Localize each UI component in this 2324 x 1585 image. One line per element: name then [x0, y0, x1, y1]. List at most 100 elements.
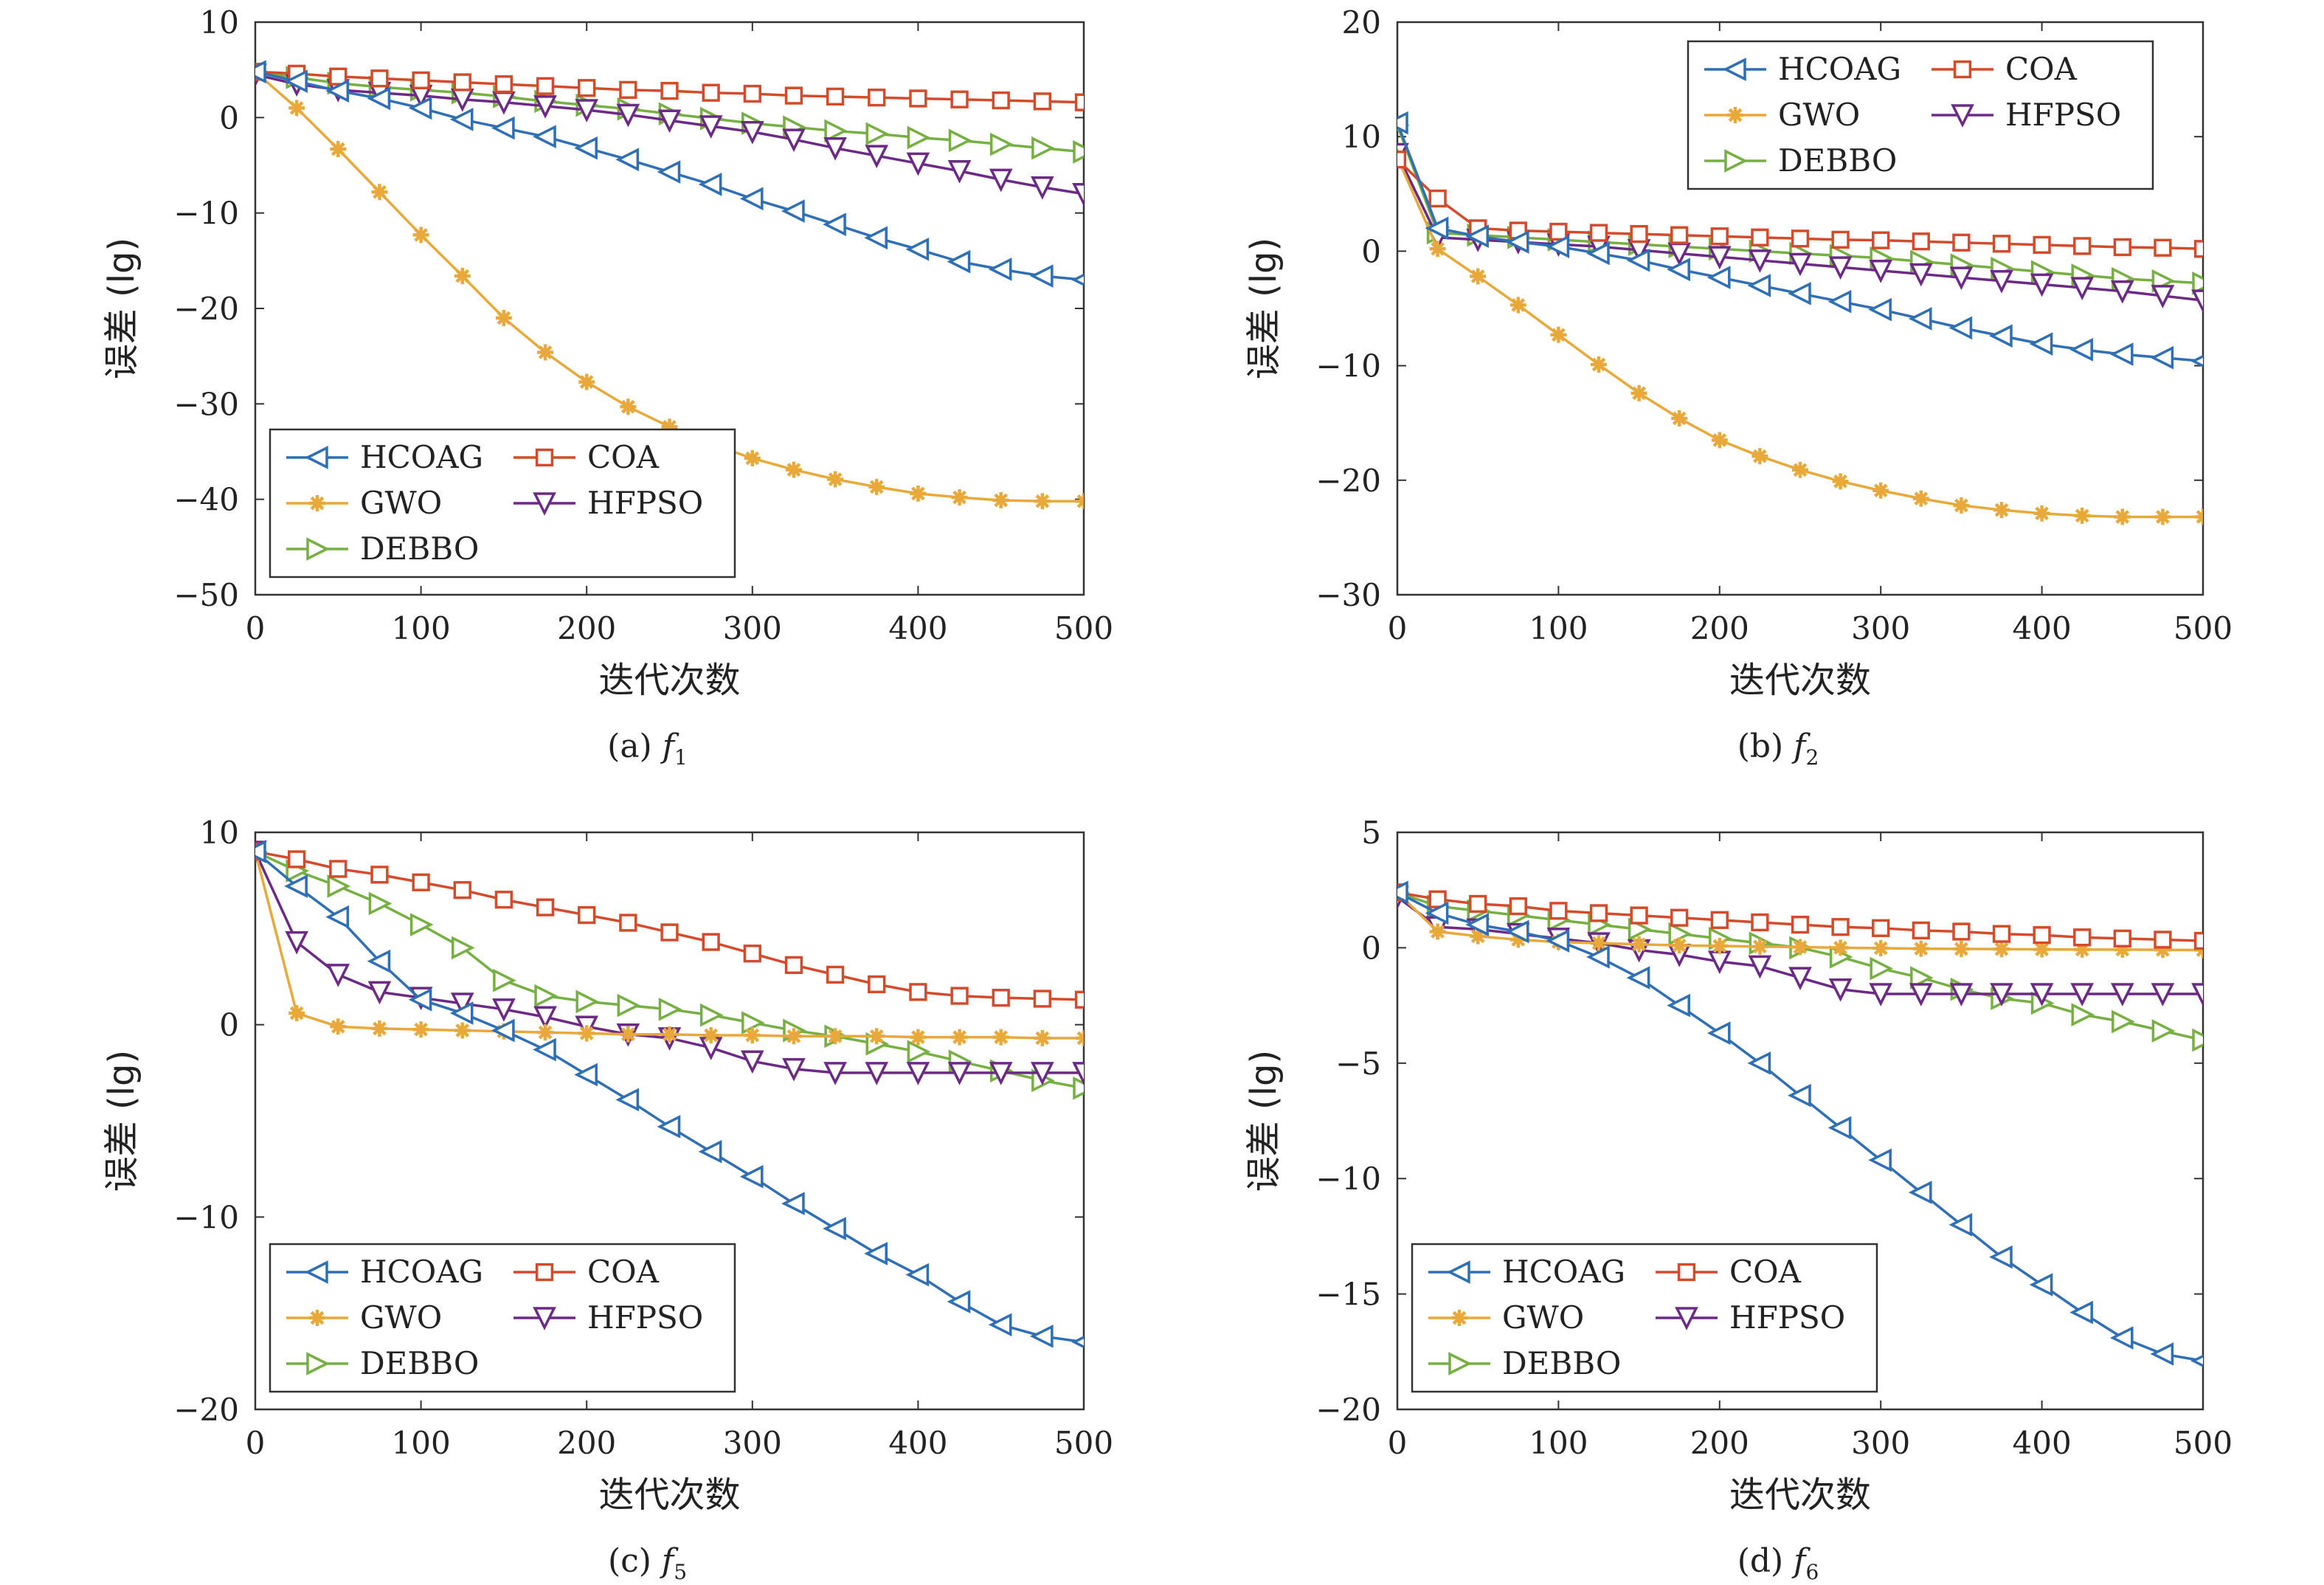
data-point [1591, 356, 1607, 373]
data-point [615, 148, 640, 172]
data-point [992, 989, 1010, 1007]
data-point [578, 1025, 595, 1042]
data-point [948, 128, 972, 153]
legend-item-debbo: DEBBO [1428, 1345, 1621, 1381]
data-point [989, 1062, 1013, 1085]
data-point [1465, 224, 1489, 249]
data-point [784, 956, 803, 975]
y-tick-label: −10 [173, 1199, 239, 1235]
data-point [744, 450, 761, 467]
data-point [785, 461, 802, 478]
y-tick-label: −50 [173, 577, 239, 613]
data-point [743, 84, 761, 103]
data-point [412, 1021, 429, 1038]
x-tick-label: 400 [888, 610, 947, 646]
legend-label: COA [587, 439, 660, 475]
data-point [2151, 1019, 2176, 1043]
data-point [2030, 983, 2054, 1006]
data-point [329, 67, 347, 86]
data-point [412, 227, 429, 244]
data-point [1711, 937, 1728, 954]
data-point [1990, 270, 2013, 294]
data-point [1872, 482, 1889, 499]
legend-marker [1723, 58, 1746, 81]
legend-item-hfpso: HFPSO [513, 1299, 703, 1336]
data-point [575, 99, 599, 122]
data-point [910, 485, 927, 502]
data-point [1505, 230, 1529, 254]
legend-item-hcoag: HCOAG [1704, 51, 1901, 87]
data-point [1953, 497, 1970, 514]
legend: HCOAG COA GWO HFPSO DEBBO [1411, 1243, 1878, 1393]
y-axis-label: 误差 (lg) [1243, 1050, 1284, 1192]
x-axis-label: 迭代次数 [598, 660, 740, 701]
plot-area [1397, 111, 2203, 525]
legend-label: GWO [360, 1299, 442, 1336]
x-tick-label: 300 [723, 610, 782, 646]
data-point [906, 1062, 930, 1085]
legend-marker [309, 1310, 325, 1326]
chart-panel-3: 0 100 200 300 400 500 −20 −10 0 10 迭代次数 误差 (lg) (c) … [101, 815, 1113, 1584]
data-point [740, 1050, 764, 1074]
data-point [1074, 990, 1084, 1009]
data-point [409, 913, 434, 936]
data-point [330, 1018, 347, 1035]
data-point [617, 993, 641, 1018]
data-point [905, 237, 930, 261]
data-point [1073, 140, 1084, 164]
data-point [1465, 913, 1489, 936]
data-point [1949, 983, 1974, 1006]
data-point [782, 1057, 806, 1082]
legend-label: HCOAG [1778, 51, 1901, 87]
data-point [2150, 1342, 2174, 1366]
x-tick-label: 400 [2013, 610, 2072, 646]
data-point [740, 120, 764, 145]
legend-label: DEBBO [360, 1345, 479, 1381]
y-tick-label: −10 [173, 196, 239, 232]
data-point [661, 1026, 678, 1043]
data-point [824, 119, 848, 143]
data-point [2190, 354, 2203, 367]
data-point [493, 968, 516, 992]
data-point [699, 1003, 724, 1027]
legend-item-gwo: GWO [1428, 1299, 1584, 1336]
data-point [2070, 277, 2095, 300]
data-point [2195, 508, 2203, 525]
data-point [1626, 248, 1650, 272]
data-point [2069, 338, 2093, 362]
data-point [1912, 921, 1930, 940]
data-point [1628, 917, 1652, 942]
data-point [739, 187, 764, 211]
data-point [1470, 268, 1487, 285]
data-point [1748, 249, 1772, 273]
data-point [1791, 229, 1810, 248]
data-point [744, 1027, 761, 1044]
data-point [1827, 289, 1852, 314]
data-point [1073, 1076, 1084, 1100]
legend-label: DEBBO [360, 531, 479, 567]
data-point [989, 168, 1013, 193]
data-point [1505, 919, 1529, 944]
data-point [615, 1088, 640, 1112]
legend-label: HCOAG [360, 439, 483, 475]
data-point [1031, 1062, 1054, 1085]
data-point [1952, 922, 1971, 941]
legend-marker [306, 1352, 330, 1375]
data-point [2113, 929, 2131, 948]
data-point [2154, 930, 2172, 949]
panel-caption: (a) f1 [607, 728, 688, 770]
data-point [1788, 252, 1812, 277]
data-point [1909, 983, 1933, 1006]
y-tick-label: 0 [219, 100, 239, 136]
data-point [620, 1026, 637, 1043]
data-point [989, 132, 1014, 156]
data-point [2193, 931, 2203, 950]
data-point [2151, 285, 2175, 308]
legend-marker [305, 1260, 328, 1284]
data-point [533, 1037, 556, 1062]
data-point [1072, 1062, 1084, 1085]
data-point [907, 125, 931, 150]
data-point [453, 73, 471, 91]
data-point [1671, 937, 1688, 954]
data-point [865, 122, 890, 146]
